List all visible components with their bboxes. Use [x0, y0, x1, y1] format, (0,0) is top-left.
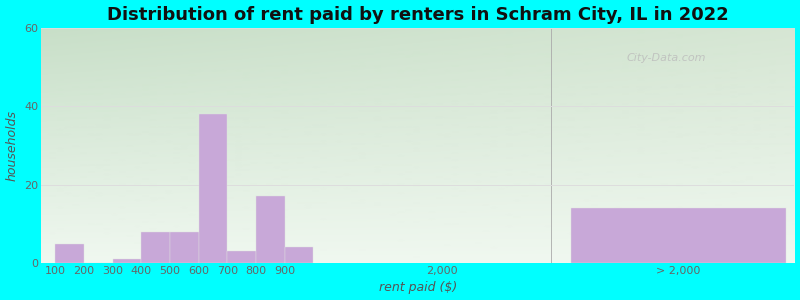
Bar: [113, 259, 142, 263]
Bar: [571, 208, 786, 263]
Bar: [227, 251, 256, 263]
Text: City-Data.com: City-Data.com: [626, 53, 706, 64]
Title: Distribution of rent paid by renters in Schram City, IL in 2022: Distribution of rent paid by renters in …: [107, 6, 729, 24]
Bar: [55, 244, 84, 263]
Bar: [142, 232, 170, 263]
X-axis label: rent paid ($): rent paid ($): [378, 281, 457, 294]
Bar: [170, 232, 198, 263]
Y-axis label: households: households: [6, 110, 18, 181]
Bar: [198, 114, 227, 263]
Bar: [256, 196, 285, 263]
Bar: [285, 248, 313, 263]
